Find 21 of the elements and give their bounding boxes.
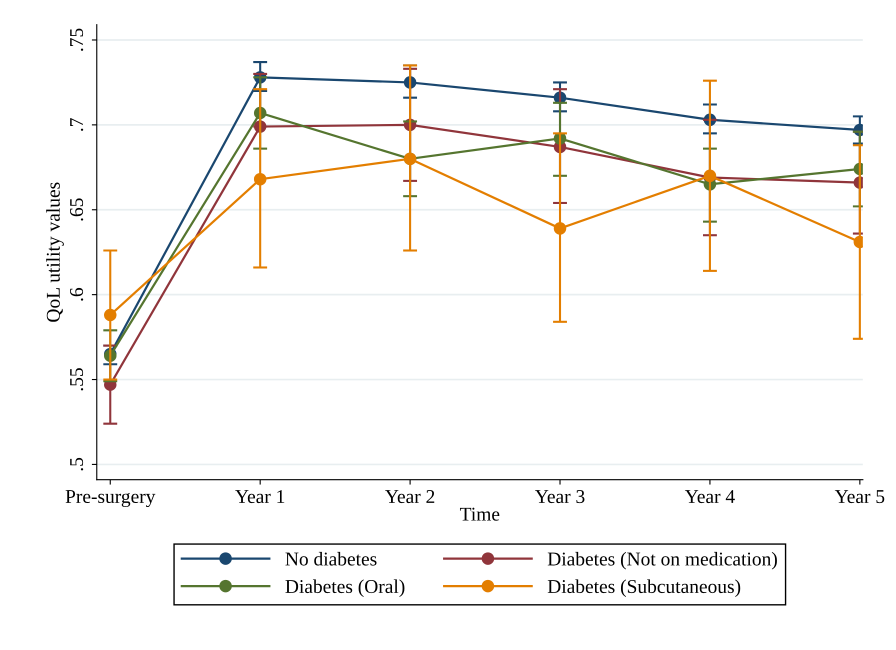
y-tick-label: .75 — [70, 28, 84, 51]
legend-label: No diabetes — [285, 552, 377, 566]
point — [104, 308, 117, 322]
y-tick-label: .5 — [70, 458, 84, 470]
x-tick-label: Year 4 — [684, 490, 735, 504]
y-tick-label: .55 — [70, 368, 84, 390]
point — [254, 172, 266, 186]
x-axis-title: Time — [460, 508, 500, 521]
y-tick-label: .6 — [70, 288, 84, 301]
x-tick-label: Year 1 — [235, 490, 284, 504]
x-tick-label: Year 3 — [535, 490, 584, 504]
y-tick-label: .7 — [70, 118, 84, 131]
y-axis-title: QoL utility values — [46, 182, 64, 322]
legend-label: Diabetes (Not on medication) — [548, 552, 777, 570]
y-tick-label: .65 — [70, 198, 84, 221]
x-tick-label: Pre-surgery — [66, 490, 156, 508]
x-tick-label: Year 2 — [385, 490, 434, 504]
x-tick-label: Year 5 — [834, 490, 884, 504]
legend-label: Diabetes (Oral) — [285, 579, 404, 598]
point — [554, 222, 566, 235]
legend-label: Diabetes (Subcutaneous) — [548, 579, 740, 598]
